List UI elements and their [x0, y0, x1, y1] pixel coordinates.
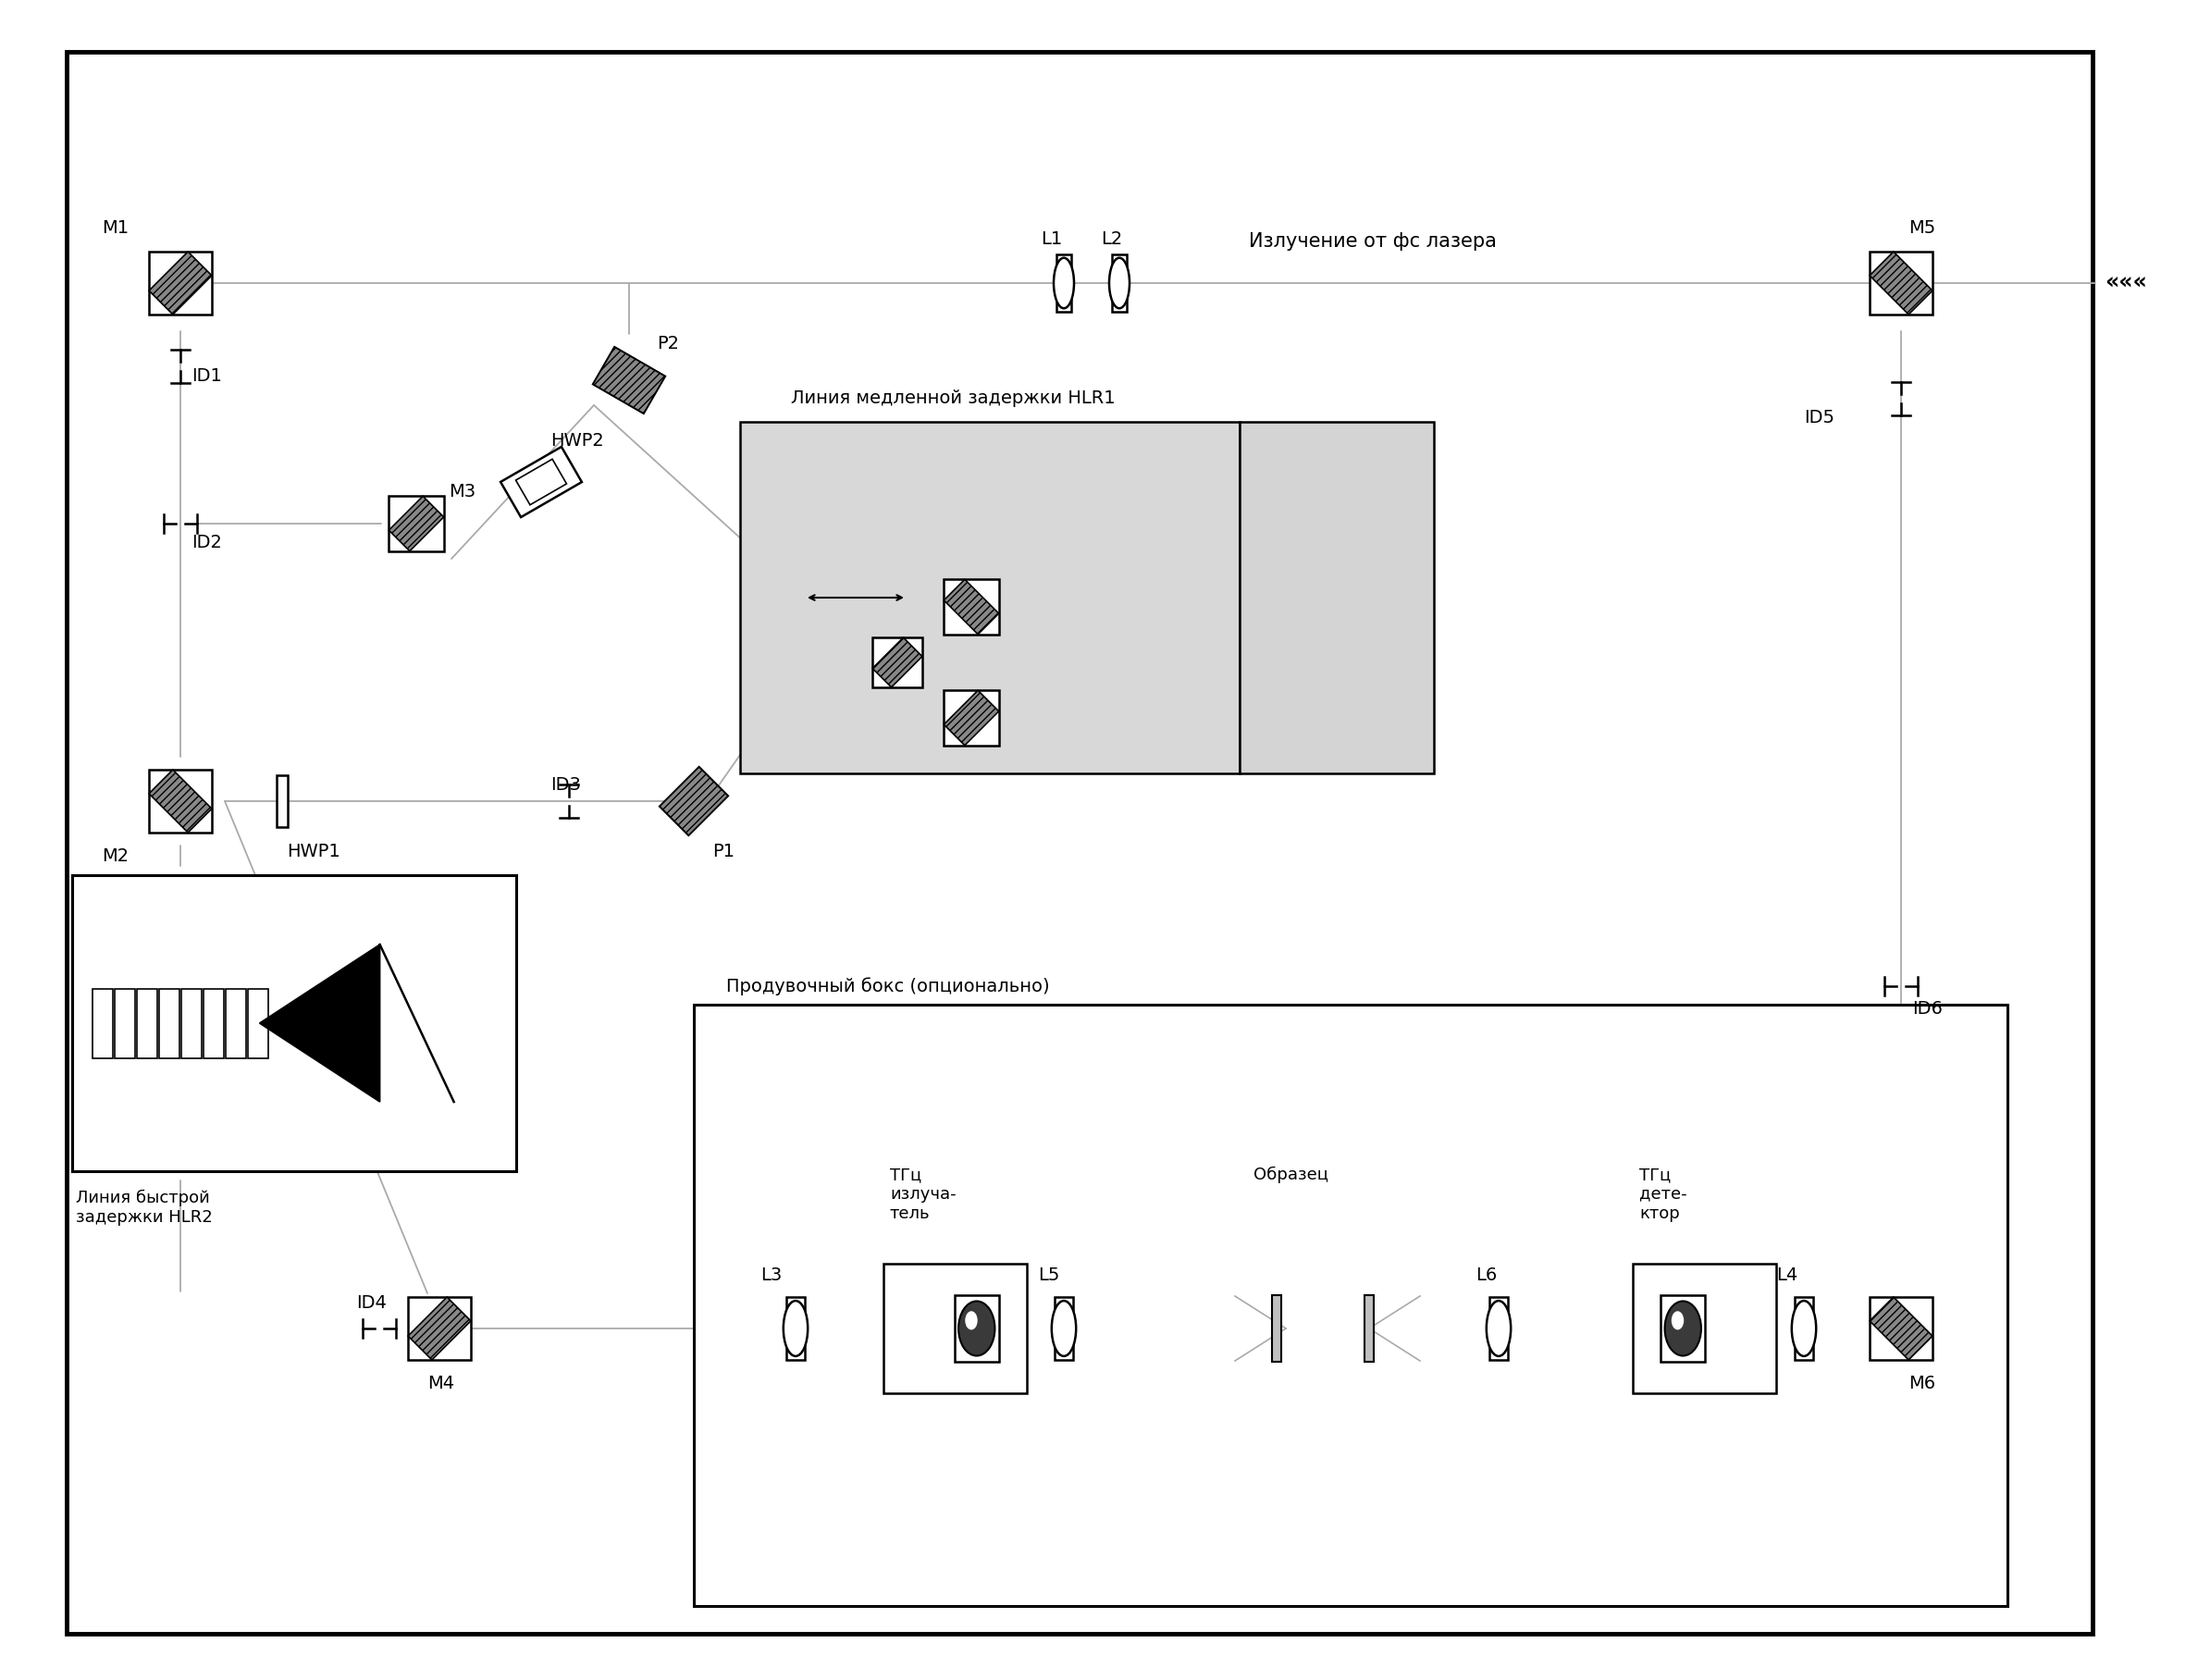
Bar — [695, 1005, 2007, 1606]
Text: ID4: ID4 — [356, 1294, 387, 1312]
Text: M2: M2 — [101, 847, 130, 865]
Ellipse shape — [1053, 257, 1075, 309]
Ellipse shape — [782, 1300, 809, 1356]
Text: ID5: ID5 — [1805, 408, 1835, 427]
Text: L2: L2 — [1101, 230, 1123, 249]
Text: M6: M6 — [1908, 1374, 1936, 1393]
Polygon shape — [389, 496, 444, 551]
Bar — [180, 988, 202, 1058]
Polygon shape — [389, 496, 444, 551]
Ellipse shape — [1664, 1300, 1701, 1356]
Polygon shape — [409, 1297, 470, 1359]
Bar — [1633, 1263, 1776, 1393]
Ellipse shape — [958, 1300, 996, 1356]
Text: ID3: ID3 — [550, 776, 580, 793]
Polygon shape — [149, 252, 211, 314]
Text: L4: L4 — [1776, 1267, 1798, 1284]
Bar — [1796, 1297, 1813, 1359]
Bar — [114, 988, 134, 1058]
Polygon shape — [659, 768, 728, 835]
Bar — [277, 776, 288, 827]
Polygon shape — [943, 690, 998, 746]
Text: Линия быстрой
задержки HLR2: Линия быстрой задержки HLR2 — [77, 1189, 213, 1226]
Polygon shape — [943, 690, 998, 746]
Text: M3: M3 — [448, 482, 475, 501]
Text: Излучение от фс лазера: Излучение от фс лазера — [1248, 232, 1497, 250]
Bar — [92, 988, 112, 1058]
Polygon shape — [593, 348, 666, 413]
Text: Линия медленной задержки HLR1: Линия медленной задержки HLR1 — [791, 390, 1114, 408]
Bar — [1055, 1297, 1073, 1359]
Polygon shape — [409, 1297, 470, 1359]
Text: M1: M1 — [101, 220, 130, 237]
Text: P2: P2 — [657, 334, 679, 353]
Polygon shape — [1870, 1297, 1932, 1359]
Bar — [787, 1297, 804, 1359]
Text: L3: L3 — [761, 1267, 782, 1284]
Bar — [73, 875, 517, 1171]
Text: Продувочный бокс (опционально): Продувочный бокс (опционально) — [725, 978, 1051, 995]
Bar — [248, 988, 268, 1058]
Ellipse shape — [965, 1310, 978, 1331]
Ellipse shape — [1670, 1310, 1684, 1331]
Polygon shape — [943, 580, 998, 635]
Bar — [158, 988, 180, 1058]
Text: ID1: ID1 — [191, 368, 222, 385]
Ellipse shape — [1791, 1300, 1816, 1356]
Polygon shape — [873, 637, 923, 687]
Text: Образец: Образец — [1253, 1166, 1328, 1183]
Ellipse shape — [1110, 257, 1130, 309]
Ellipse shape — [1051, 1300, 1077, 1356]
Polygon shape — [1870, 1297, 1932, 1359]
Bar — [204, 988, 224, 1058]
Text: ТГц
излуча-
тель: ТГц излуча- тель — [890, 1166, 956, 1221]
Polygon shape — [1870, 252, 1932, 314]
Text: ID2: ID2 — [191, 534, 222, 551]
Polygon shape — [149, 252, 211, 314]
Bar — [1365, 1295, 1374, 1362]
Polygon shape — [873, 637, 923, 687]
Bar — [1240, 422, 1433, 773]
Text: P1: P1 — [712, 843, 734, 860]
Bar — [1662, 1295, 1706, 1362]
Text: L6: L6 — [1475, 1267, 1497, 1284]
Bar — [136, 988, 158, 1058]
Text: L5: L5 — [1037, 1267, 1059, 1284]
Text: ID6: ID6 — [1912, 1000, 1943, 1018]
Polygon shape — [259, 944, 380, 1102]
Bar — [1490, 1297, 1508, 1359]
Polygon shape — [517, 459, 567, 506]
Text: L1: L1 — [1040, 230, 1062, 249]
Ellipse shape — [1486, 1300, 1510, 1356]
Bar — [884, 1263, 1026, 1393]
Polygon shape — [1870, 252, 1932, 314]
Bar — [1112, 254, 1128, 312]
Text: M4: M4 — [426, 1374, 455, 1393]
Polygon shape — [659, 768, 728, 835]
Text: «««: ««« — [2103, 272, 2147, 294]
Text: HWP2: HWP2 — [550, 432, 604, 450]
Bar — [741, 422, 1240, 773]
Text: HWP1: HWP1 — [286, 843, 341, 860]
Bar — [954, 1295, 998, 1362]
Bar — [1057, 254, 1070, 312]
Bar — [1273, 1295, 1281, 1362]
Bar — [226, 988, 246, 1058]
Polygon shape — [149, 769, 211, 833]
Polygon shape — [943, 580, 998, 635]
Text: M5: M5 — [1908, 220, 1936, 237]
Polygon shape — [149, 769, 211, 833]
Polygon shape — [501, 447, 582, 517]
Polygon shape — [593, 348, 666, 413]
Text: ТГц
дете-
ктор: ТГц дете- ктор — [1640, 1166, 1688, 1221]
